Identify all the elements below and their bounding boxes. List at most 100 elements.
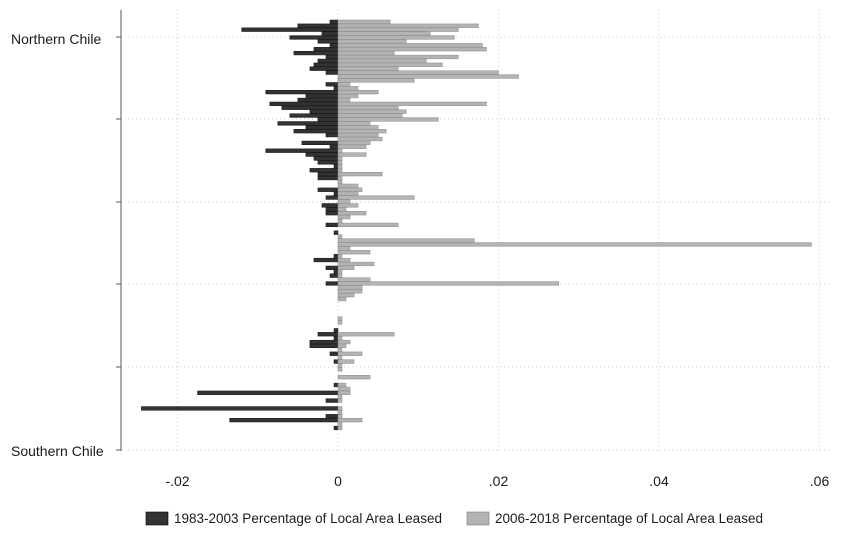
bar-2006-2018: [337, 250, 371, 255]
bar-2006-2018: [337, 425, 343, 431]
bar-1983-2003: [325, 195, 339, 200]
bar-2006-2018: [337, 406, 343, 411]
bar-1983-2003: [309, 66, 339, 71]
bar-2006-2018: [337, 19, 391, 24]
bar-2006-2018: [337, 316, 343, 321]
bar-2006-2018: [337, 90, 379, 95]
bar-2006-2018: [337, 363, 343, 368]
bar-2006-2018: [337, 78, 415, 83]
bar-1983-2003: [313, 62, 339, 67]
bar-2006-2018: [337, 355, 343, 360]
bar-2006-2018: [337, 421, 343, 427]
bar-2006-2018: [337, 129, 387, 134]
axis-layer: Northern Chile Southern Chile: [11, 10, 122, 459]
bar-1983-2003: [333, 254, 339, 259]
bar-2006-2018: [337, 211, 367, 216]
bar-2006-2018: [337, 214, 351, 220]
bar-2006-2018: [337, 246, 351, 251]
bar-2006-2018: [337, 191, 359, 196]
bar-1983-2003: [313, 156, 339, 161]
bar-2006-2018: [337, 281, 559, 286]
bar-2006-2018: [337, 375, 371, 380]
x-tick-label: -.02: [165, 473, 189, 489]
bar-2006-2018: [337, 31, 431, 36]
bar-1983-2003: [317, 332, 339, 337]
bar-2006-2018: [337, 117, 439, 122]
bar-1983-2003: [313, 47, 339, 52]
bar-2006-2018: [337, 296, 347, 302]
bar-1983-2003: [325, 281, 339, 286]
legend-swatch-1983-2003: [145, 511, 169, 526]
bar-2006-2018: [337, 148, 343, 153]
bar-1983-2003: [229, 418, 339, 423]
bar-2006-2018: [337, 156, 343, 161]
bar-1983-2003: [297, 97, 339, 103]
bar-2006-2018: [337, 367, 343, 372]
bar-2006-2018: [337, 336, 343, 341]
bar-1983-2003: [241, 27, 339, 32]
bar-2006-2018: [337, 58, 427, 64]
bar-2006-2018: [337, 144, 367, 149]
bar-1983-2003: [317, 187, 339, 192]
bar-2006-2018: [337, 86, 359, 91]
bar-2006-2018: [337, 187, 363, 192]
bar-1983-2003: [277, 121, 339, 126]
bar-1983-2003: [317, 175, 339, 181]
bar-1983-2003: [333, 164, 339, 169]
bar-1983-2003: [333, 359, 339, 364]
bar-1983-2003: [317, 117, 339, 122]
bar-2006-2018: [337, 293, 355, 298]
bar-1983-2003: [265, 90, 339, 95]
bar-1983-2003: [317, 160, 339, 165]
bar-2006-2018: [337, 74, 519, 79]
bar-1983-2003: [325, 211, 339, 216]
legend-label-2006-2018: 2006-2018 Percentage of Local Area Lease…: [495, 511, 763, 526]
bar-1983-2003: [333, 336, 339, 341]
bar-2006-2018: [337, 195, 415, 200]
bar-1983-2003: [325, 265, 339, 270]
bar-1983-2003: [309, 109, 339, 114]
bar-1983-2003: [325, 414, 339, 419]
bar-1983-2003: [293, 129, 339, 134]
bar-2006-2018: [337, 82, 351, 87]
bar-2006-2018: [337, 136, 383, 142]
bar-1983-2003: [325, 70, 339, 75]
bar-2006-2018: [337, 175, 343, 181]
bar-2006-2018: [337, 382, 347, 388]
bar-1983-2003: [325, 207, 339, 212]
bar-2006-2018: [337, 394, 343, 399]
bar-2006-2018: [337, 62, 443, 67]
bar-2006-2018: [337, 414, 343, 419]
bar-2006-2018: [337, 121, 371, 126]
bar-2006-2018: [337, 207, 347, 212]
bar-1983-2003: [265, 148, 339, 153]
bar-1983-2003: [333, 230, 339, 235]
bar-1983-2003: [325, 132, 339, 138]
legend: 1983-2003 Percentage of Local Area Lease…: [145, 511, 763, 526]
bar-2006-2018: [337, 39, 407, 44]
bar-1983-2003: [333, 86, 339, 91]
bars-layer: [141, 19, 812, 431]
bar-2006-2018: [337, 320, 343, 325]
legend-label-1983-2003: 1983-2003 Percentage of Local Area Lease…: [174, 511, 442, 526]
bar-2006-2018: [337, 105, 399, 110]
x-tick-label: .06: [810, 473, 830, 489]
bar-1983-2003: [141, 406, 339, 411]
bar-2006-2018: [337, 101, 487, 106]
bar-2006-2018: [337, 164, 343, 169]
bar-1983-2003: [281, 105, 339, 110]
bar-2006-2018: [337, 343, 347, 349]
grid-layer: [128, 10, 830, 451]
bar-1983-2003: [197, 390, 339, 395]
bar-2006-2018: [337, 23, 479, 28]
bar-2006-2018: [337, 152, 367, 157]
bar-1983-2003: [329, 19, 339, 24]
bar-1983-2003: [289, 35, 339, 40]
bar-1983-2003: [333, 425, 339, 431]
bar-2006-2018: [337, 183, 359, 188]
bar-2006-2018: [337, 242, 812, 247]
bar-1983-2003: [293, 50, 339, 56]
x-tick-layer: -.02 0 .02 .04 .06: [116, 36, 830, 489]
bar-2006-2018: [337, 234, 343, 239]
